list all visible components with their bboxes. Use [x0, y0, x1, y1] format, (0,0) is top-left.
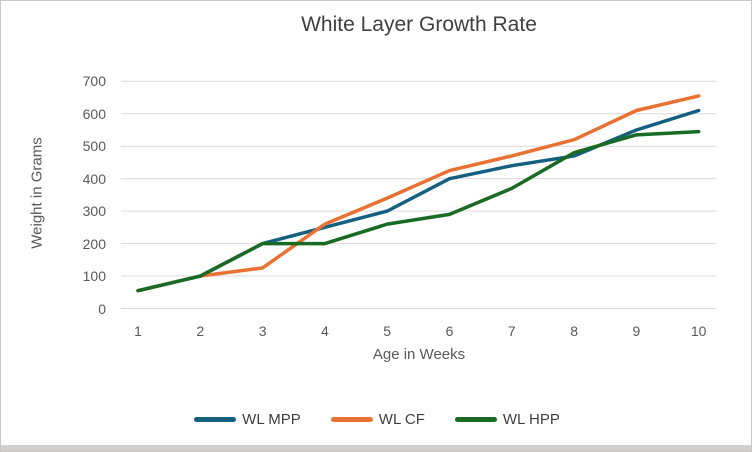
x-tick-label: 8: [570, 323, 578, 339]
legend-label: WL HPP: [502, 411, 560, 428]
y-tick-label: 100: [82, 268, 106, 285]
x-axis-title: Age in Weeks: [372, 346, 466, 363]
x-tick-label: 3: [258, 323, 267, 339]
y-tick-label: 0: [98, 300, 106, 317]
bottom-edge-strip: [1, 445, 751, 451]
y-tick-label: 200: [82, 235, 106, 252]
x-tick-label: 5: [383, 323, 392, 339]
x-tick-label: 7: [507, 323, 516, 339]
x-tick-label: 9: [632, 323, 641, 339]
series-line-wl-hpp: [136, 129, 701, 293]
x-tick-label: 4: [320, 323, 329, 339]
x-tick-label: 6: [445, 323, 454, 339]
legend-item: WL CF: [330, 411, 425, 428]
legend-line-marker: [194, 417, 237, 422]
legend: WL MPP WL CF WL HPP: [1, 411, 751, 428]
y-tick-label: 700: [82, 73, 106, 90]
chart-title: White Layer Growth Rate: [301, 13, 537, 36]
legend-item: WL HPP: [454, 411, 560, 428]
y-tick-label: 500: [82, 138, 106, 155]
legend-label: WL MPP: [242, 411, 301, 428]
legend-line-marker: [330, 417, 373, 422]
legend-item: WL MPP: [194, 411, 301, 428]
legend-line-marker: [454, 417, 497, 422]
x-tick-label: 1: [134, 323, 142, 339]
series-line-wl-cf: [136, 94, 701, 293]
legend-label: WL CF: [378, 411, 425, 428]
y-tick-label: 600: [82, 105, 106, 122]
y-tick-label: 400: [82, 170, 106, 187]
x-tick-label: 10: [690, 323, 707, 339]
x-tick-label: 2: [196, 323, 205, 339]
y-tick-label: 300: [82, 203, 106, 220]
